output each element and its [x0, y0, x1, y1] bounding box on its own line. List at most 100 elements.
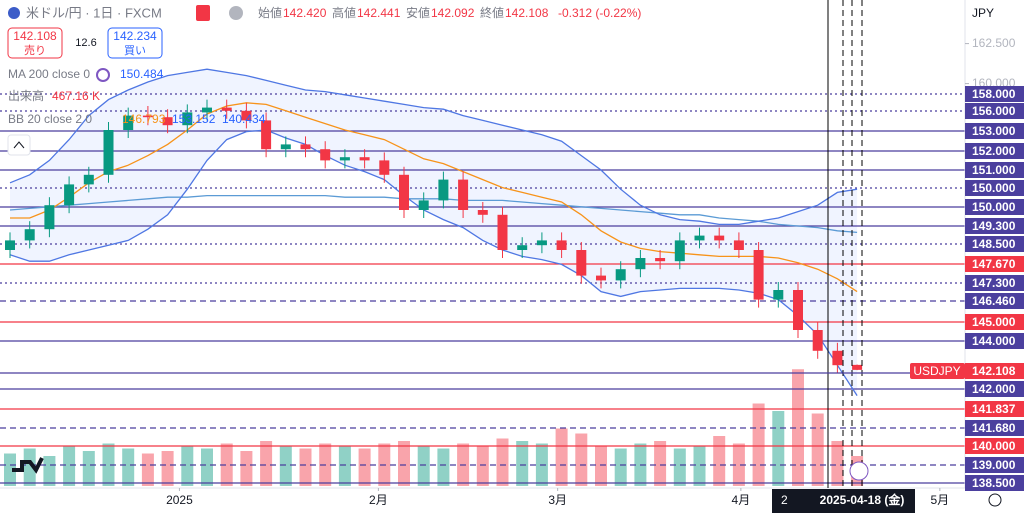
value: 142.092 — [431, 6, 475, 20]
bolt-icon[interactable] — [849, 461, 869, 481]
legend-bb[interactable]: BB 20 close 2 0 — [8, 112, 92, 126]
price-label-bg — [965, 293, 1024, 309]
volume-bar — [240, 451, 253, 486]
currency[interactable]: JPY — [972, 6, 994, 20]
price-label: 148.500 — [972, 237, 1016, 251]
sell-price: 142.108 — [13, 29, 57, 43]
legend-bb-upper: 153.152 — [172, 112, 216, 126]
candle-body — [635, 258, 646, 270]
price-label: 150.000 — [972, 181, 1016, 195]
candle-body — [142, 115, 153, 118]
price-label-bg — [965, 275, 1024, 291]
symbol[interactable]: 米ドル/円 · 1日 · FXCM — [26, 5, 162, 20]
candle-body — [832, 350, 843, 366]
price-label: 141.680 — [972, 421, 1016, 435]
price-label: 140.000 — [972, 439, 1016, 453]
candle-body — [793, 290, 803, 330]
volume-bar — [752, 403, 765, 486]
candle-body — [24, 229, 35, 241]
candle-body — [458, 179, 469, 210]
price-label: 145.000 — [972, 315, 1016, 329]
last-price-name-bg — [910, 363, 965, 379]
price-label-bg — [965, 103, 1024, 119]
volume-bar — [654, 441, 667, 486]
x-tick-label: 2月 — [369, 493, 388, 507]
candle-body — [221, 107, 232, 111]
candle-body — [674, 240, 685, 262]
candle-body — [359, 157, 370, 161]
candle-body — [83, 174, 94, 185]
volume-bar — [516, 441, 529, 486]
buy-label: 買い — [124, 44, 146, 57]
last-price-label: 142.108 — [972, 364, 1016, 378]
x-tick-label: 4月 — [732, 493, 751, 507]
volume-bar — [358, 448, 371, 486]
candle-body — [812, 330, 823, 351]
volume-bar — [122, 448, 135, 486]
candle-body — [576, 250, 587, 276]
y-tick-label: 162.500 — [972, 36, 1016, 50]
candle-body — [162, 117, 173, 126]
label: 安値 — [406, 5, 430, 20]
candle-body — [202, 107, 212, 113]
legend-bb-lower: 140.434 — [222, 112, 266, 126]
price-label: 141.837 — [972, 402, 1016, 416]
indicator-line — [9, 129, 858, 396]
label: 始値 — [258, 5, 282, 20]
spread: 12.6 — [75, 37, 96, 49]
candle-body — [379, 160, 390, 175]
crosshair-label-bg — [772, 489, 915, 513]
legend-volume[interactable]: 出来高 — [8, 88, 44, 103]
candle-body — [64, 184, 75, 206]
hide-icon[interactable] — [229, 6, 243, 20]
price-label-bg — [965, 199, 1024, 215]
volume-bar — [63, 446, 76, 486]
legend-bb-basis: 146.793 — [122, 112, 166, 126]
candle-body — [753, 250, 764, 300]
candle-body — [438, 179, 449, 201]
candle-body — [615, 269, 626, 281]
candle-body — [773, 290, 784, 300]
volume-bar — [398, 441, 410, 486]
volume-bar — [772, 411, 785, 486]
loading-icon — [96, 68, 110, 82]
alert-icon[interactable] — [196, 5, 210, 21]
price-label-bg — [965, 86, 1024, 102]
price-label: 144.000 — [972, 334, 1016, 348]
sell-button[interactable] — [7, 27, 63, 59]
sell-label: 売り — [24, 44, 46, 57]
indicator-line — [10, 102, 858, 293]
volume-bar — [260, 441, 273, 486]
volume-bar — [811, 413, 824, 486]
candle-body — [517, 245, 528, 250]
candle-body — [123, 115, 134, 130]
price-label-bg — [965, 218, 1024, 234]
price-label: 147.670 — [972, 257, 1016, 271]
volume-bar — [713, 436, 726, 486]
x-tick-label: 5月 — [930, 493, 949, 507]
price-label-bg — [965, 438, 1024, 454]
price-label: 156.000 — [972, 104, 1016, 118]
bb-band — [10, 69, 858, 396]
candle-body — [733, 240, 744, 250]
volume-bar — [43, 456, 56, 486]
price-label: 151.000 — [972, 163, 1016, 177]
candle-body — [596, 275, 606, 281]
buy-button[interactable] — [107, 27, 163, 59]
volume-bar — [102, 443, 115, 486]
volume-bar — [575, 433, 588, 486]
legend-ma-value: 150.484 — [120, 67, 164, 81]
volume-bar — [673, 448, 686, 486]
collapse-button[interactable] — [7, 134, 31, 156]
price-label-bg — [965, 475, 1024, 491]
candle-body — [714, 235, 725, 241]
buy-price: 142.234 — [113, 29, 157, 43]
candle-body — [300, 144, 311, 150]
candle-body — [339, 157, 350, 161]
price-label-bg — [965, 333, 1024, 349]
price-label: 153.000 — [972, 124, 1016, 138]
label: 終値 — [480, 5, 504, 20]
legend-ma[interactable]: MA 200 close 0 — [8, 67, 90, 81]
settings-icon[interactable] — [988, 493, 1002, 507]
logo[interactable] — [12, 457, 44, 474]
